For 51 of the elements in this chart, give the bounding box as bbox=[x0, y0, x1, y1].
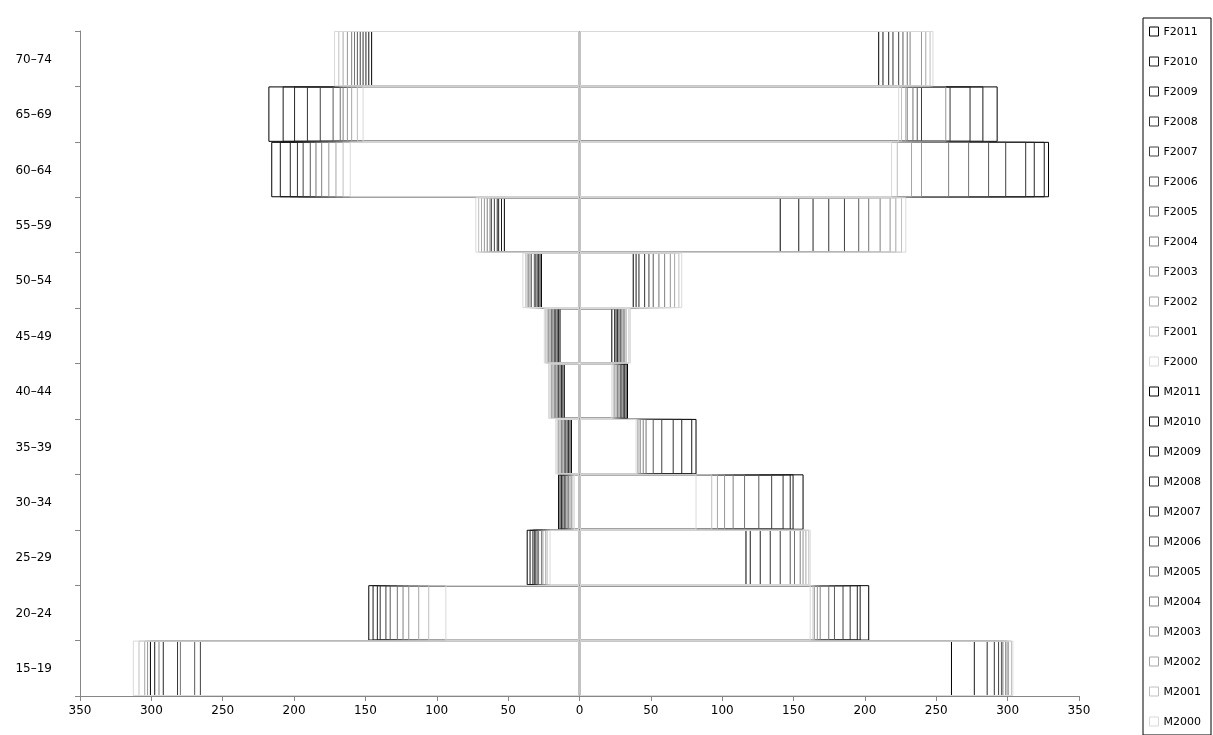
legend-label: F2007 bbox=[1163, 145, 1198, 158]
legend-label: F2010 bbox=[1163, 55, 1198, 68]
legend-label: F2009 bbox=[1163, 85, 1198, 98]
x-tick-label: 200 bbox=[853, 703, 877, 717]
y-tick-label: 45–49 bbox=[15, 328, 52, 343]
legend-label: M2006 bbox=[1163, 535, 1202, 548]
x-tick-label: 200 bbox=[282, 703, 306, 717]
legend-label: F2006 bbox=[1163, 175, 1198, 188]
legend-label: M2002 bbox=[1163, 655, 1202, 668]
x-tick-label: 300 bbox=[139, 703, 163, 717]
legend-label: F2000 bbox=[1163, 355, 1198, 368]
legend-label: M2010 bbox=[1163, 415, 1202, 428]
x-tick-label: 150 bbox=[353, 703, 377, 717]
x-tick-label: 150 bbox=[782, 703, 806, 717]
x-tick-label: 100 bbox=[425, 703, 449, 717]
legend-label: M2008 bbox=[1163, 475, 1202, 488]
legend-label: F2008 bbox=[1163, 115, 1198, 128]
y-tick-label: 60–64 bbox=[15, 162, 52, 177]
legend-label: F2004 bbox=[1163, 235, 1198, 248]
legend-label: F2001 bbox=[1163, 325, 1198, 338]
legend-label: M2000 bbox=[1163, 715, 1202, 728]
x-tick-label: 350 bbox=[68, 703, 92, 717]
y-tick-label: 70–74 bbox=[15, 51, 52, 66]
y-tick-label: 15–19 bbox=[15, 661, 52, 676]
y-tick-label: 50–54 bbox=[15, 273, 52, 288]
x-tick-label: 300 bbox=[996, 703, 1020, 717]
x-tick-label: 100 bbox=[710, 703, 734, 717]
legend-label: M2004 bbox=[1163, 595, 1202, 608]
x-tick-label: 50 bbox=[643, 703, 659, 717]
x-tick-label: 250 bbox=[924, 703, 948, 717]
legend-label: F2003 bbox=[1163, 265, 1198, 278]
legend-label: F2005 bbox=[1163, 205, 1198, 218]
y-tick-label: 55–59 bbox=[15, 217, 52, 232]
legend-label: M2009 bbox=[1163, 445, 1202, 458]
x-tick-label: 350 bbox=[1067, 703, 1091, 717]
legend-label: M2007 bbox=[1163, 505, 1202, 518]
x-tick-label: 50 bbox=[500, 703, 516, 717]
legend-label: M2005 bbox=[1163, 565, 1202, 578]
legend-label: M2003 bbox=[1163, 625, 1202, 638]
y-tick-label: 65–69 bbox=[15, 107, 52, 122]
y-tick-label: 35–39 bbox=[15, 439, 52, 454]
legend-label: M2011 bbox=[1163, 385, 1202, 398]
x-tick-label: 250 bbox=[211, 703, 235, 717]
legend-label: F2002 bbox=[1163, 295, 1198, 308]
y-tick-label: 30–34 bbox=[15, 495, 52, 510]
y-tick-label: 20–24 bbox=[15, 605, 52, 620]
legend-label: F2011 bbox=[1163, 25, 1198, 38]
y-tick-label: 25–29 bbox=[15, 550, 52, 565]
x-tick-label: 0 bbox=[575, 703, 584, 717]
legend-label: M2001 bbox=[1163, 685, 1202, 698]
y-tick-label: 40–44 bbox=[15, 384, 52, 399]
